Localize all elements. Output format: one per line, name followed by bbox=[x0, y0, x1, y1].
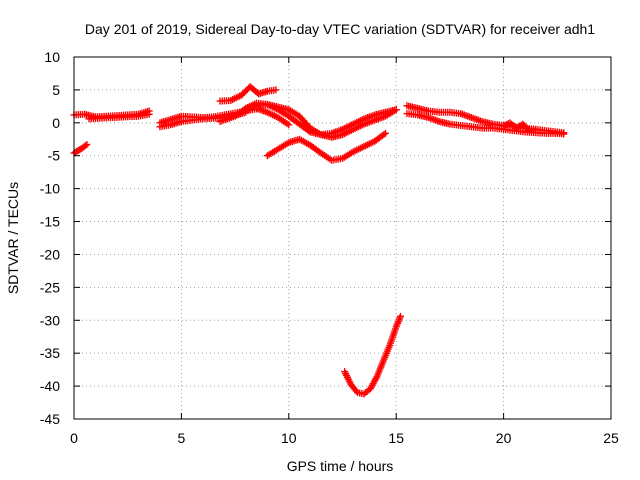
data-point bbox=[81, 142, 89, 150]
series-arc-8 bbox=[242, 100, 400, 141]
data-point bbox=[381, 129, 389, 137]
y-tick-label: -40 bbox=[40, 378, 60, 394]
y-tick-label: -5 bbox=[48, 148, 61, 164]
series-arc-11 bbox=[341, 312, 404, 398]
y-tick-label: -25 bbox=[40, 279, 60, 295]
data-point bbox=[83, 141, 91, 149]
data-point bbox=[145, 110, 153, 118]
ticks: 0 5 10 15 20 25 10 5 0 -5 -10 -15 -20 -25 -30 -35 -40 -45 bbox=[40, 49, 619, 446]
chart-title: Day 201 of 2019, Sidereal Day-to-day VTE… bbox=[85, 21, 595, 37]
y-tick-label: 5 bbox=[52, 82, 60, 98]
plot-frame bbox=[73, 56, 612, 420]
series-arc-9 bbox=[253, 104, 293, 129]
data-point bbox=[272, 86, 280, 94]
x-tick-label: 25 bbox=[603, 430, 619, 446]
x-axis-title: GPS time / hours bbox=[287, 458, 394, 474]
data-points bbox=[70, 83, 568, 398]
data-point bbox=[285, 121, 293, 129]
y-tick-label: -20 bbox=[40, 246, 60, 262]
series-arc-10 bbox=[263, 129, 389, 164]
x-tick-label: 20 bbox=[496, 430, 512, 446]
x-tick-label: 15 bbox=[388, 430, 404, 446]
x-tick-label: 5 bbox=[178, 430, 186, 446]
series-arc-6 bbox=[216, 83, 280, 105]
y-tick-label: -45 bbox=[40, 411, 60, 427]
y-axis-title: SDTVAR / TECUs bbox=[5, 182, 21, 294]
y-tick-label: -30 bbox=[40, 312, 60, 328]
series-arc-1 bbox=[70, 141, 91, 157]
data-point bbox=[396, 312, 404, 320]
series-arc-3 bbox=[85, 110, 153, 123]
data-point bbox=[392, 106, 400, 114]
y-tick-label: 10 bbox=[44, 49, 60, 65]
grid bbox=[74, 57, 611, 419]
y-tick-label: -35 bbox=[40, 345, 60, 361]
y-tick-label: -15 bbox=[40, 214, 60, 230]
series-arc-13 bbox=[403, 110, 568, 138]
data-point bbox=[380, 130, 388, 138]
y-tick-label: -10 bbox=[40, 181, 60, 197]
x-tick-label: 10 bbox=[281, 430, 297, 446]
data-point bbox=[560, 130, 568, 138]
x-tick-label: 0 bbox=[70, 430, 78, 446]
series-arc-14 bbox=[500, 119, 540, 135]
y-tick-label: 0 bbox=[52, 115, 60, 131]
data-point bbox=[532, 125, 540, 133]
